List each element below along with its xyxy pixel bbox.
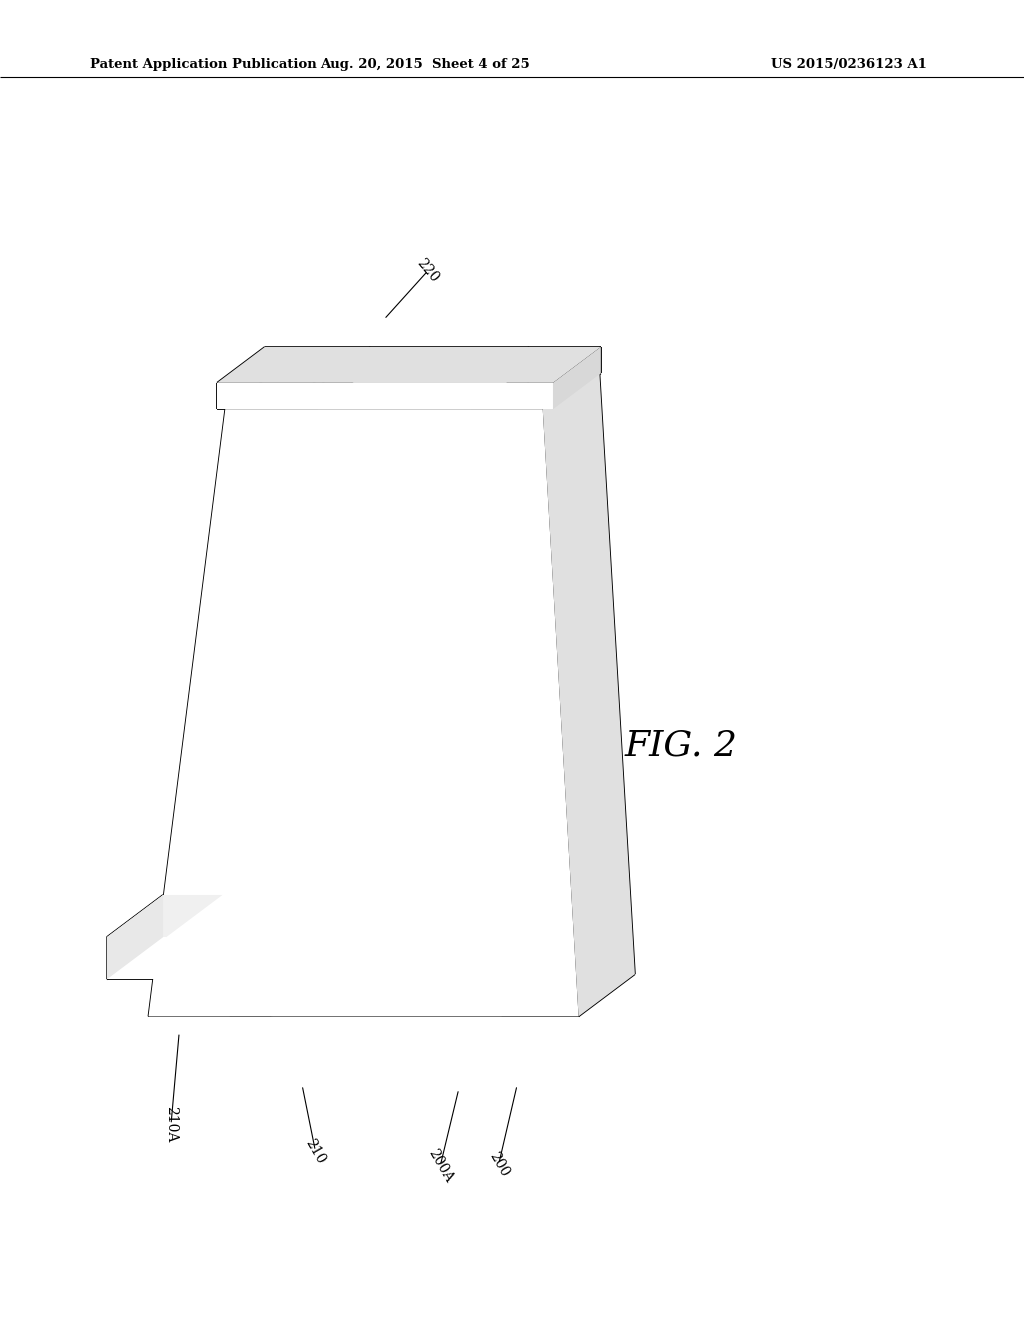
Text: 200A: 200A <box>425 1146 456 1185</box>
Polygon shape <box>148 409 579 1016</box>
Polygon shape <box>543 367 635 1016</box>
Polygon shape <box>543 367 635 1016</box>
Text: FIG. 2: FIG. 2 <box>625 729 737 763</box>
Text: 210: 210 <box>303 1137 328 1166</box>
Polygon shape <box>553 347 601 409</box>
Polygon shape <box>317 367 527 409</box>
Text: 220: 220 <box>415 256 441 285</box>
Polygon shape <box>217 383 553 409</box>
Polygon shape <box>106 895 163 979</box>
Text: US 2015/0236123 A1: US 2015/0236123 A1 <box>771 58 927 71</box>
Text: Patent Application Publication: Patent Application Publication <box>90 58 316 71</box>
Polygon shape <box>217 347 601 383</box>
Polygon shape <box>106 895 222 937</box>
Polygon shape <box>225 367 599 409</box>
Text: Aug. 20, 2015  Sheet 4 of 25: Aug. 20, 2015 Sheet 4 of 25 <box>321 58 529 71</box>
Text: 200: 200 <box>486 1150 511 1179</box>
Polygon shape <box>106 937 166 979</box>
Text: 210A: 210A <box>164 1106 178 1143</box>
